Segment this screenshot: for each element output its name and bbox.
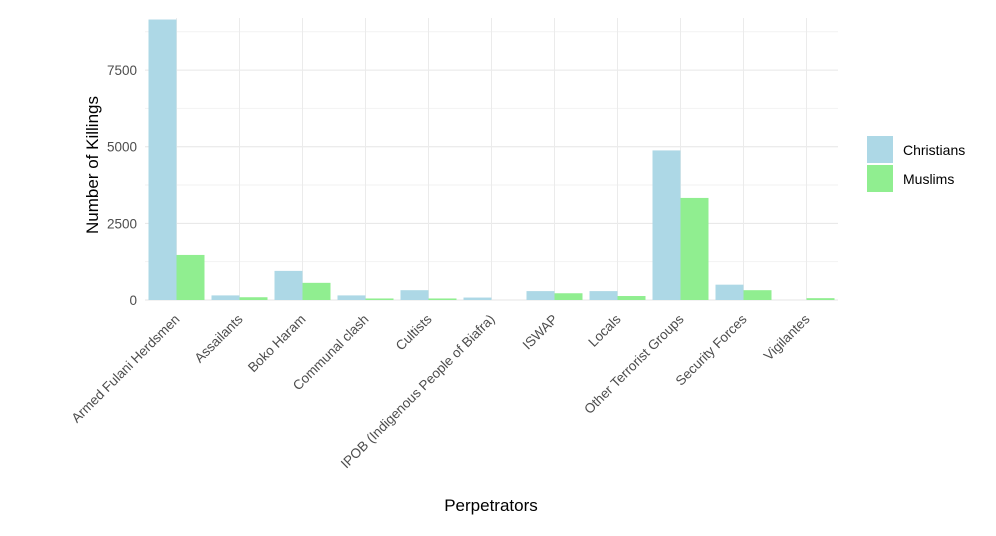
- x-axis-title: Perpetrators: [444, 496, 538, 515]
- bar-muslims-1: [239, 297, 268, 300]
- x-tick-label: Boko Haram: [245, 312, 309, 376]
- bar-muslims-8: [680, 197, 709, 300]
- x-axis-ticks: Armed Fulani Herdsmen Assailants Boko Hara…: [69, 311, 813, 471]
- legend: Christians Muslims: [867, 136, 965, 192]
- bar-muslims-4: [428, 298, 457, 300]
- x-tick-label: ISWAP: [520, 312, 561, 353]
- legend-swatch-christians: [867, 136, 893, 163]
- bar-muslims-9: [743, 290, 772, 300]
- legend-label-christians: Christians: [903, 142, 965, 158]
- y-tick-label: 5000: [107, 140, 137, 155]
- grid-lines: [145, 18, 838, 301]
- bar-christians-4: [400, 290, 429, 300]
- x-tick-label: Assailants: [192, 311, 246, 365]
- bar-muslims-3: [365, 298, 394, 300]
- legend-label-muslims: Muslims: [903, 171, 954, 187]
- bar-christians-7: [589, 291, 618, 300]
- y-axis-ticks: 0 2500 5000 7500: [107, 63, 137, 308]
- bar-christians-9: [715, 284, 744, 300]
- bar-muslims-7: [617, 296, 646, 300]
- bars: [148, 19, 835, 301]
- bar-christians-2: [274, 270, 303, 300]
- bar-muslims-2: [302, 282, 331, 300]
- x-tick-label: Locals: [585, 311, 623, 349]
- bar-muslims-6: [554, 293, 583, 300]
- bar-christians-5: [463, 297, 492, 300]
- bar-muslims-0: [176, 254, 205, 300]
- bar-christians-3: [337, 295, 366, 300]
- bar-christians-6: [526, 291, 555, 300]
- y-tick-label: 0: [129, 293, 137, 308]
- x-tick-label: Cultists: [393, 311, 435, 353]
- x-tick-label: Armed Fulani Herdsmen: [69, 312, 183, 426]
- y-axis-title: Number of Killings: [83, 96, 102, 234]
- x-tick-label: Vigilantes: [761, 311, 813, 363]
- bar-christians-0: [148, 19, 177, 301]
- y-tick-label: 2500: [107, 216, 137, 231]
- y-tick-label: 7500: [107, 63, 137, 78]
- bar-christians-1: [211, 295, 240, 300]
- bar-muslims-10: [806, 298, 835, 300]
- bar-christians-8: [652, 150, 681, 300]
- legend-swatch-muslims: [867, 165, 893, 192]
